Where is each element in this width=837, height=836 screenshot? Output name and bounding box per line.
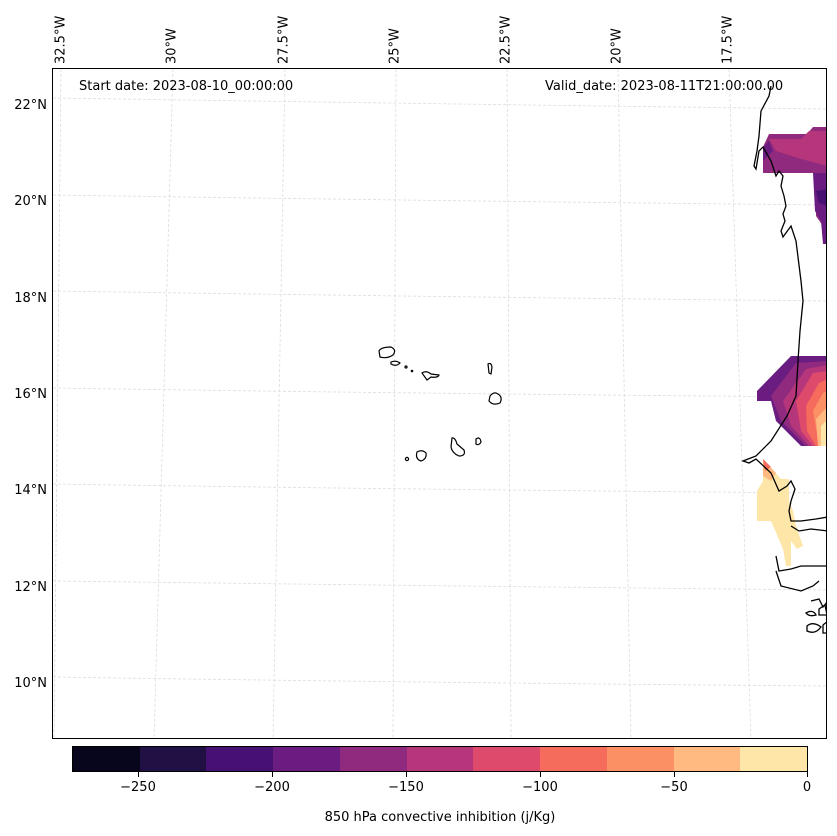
lat-label: 20°N [14,194,47,209]
gridline-lat [53,290,826,302]
lon-label: 20°W [609,28,625,64]
lat-label: 14°N [14,483,47,498]
lat-label: 22°N [14,98,47,113]
island-santo-antao [378,346,396,359]
colorbar-segment [473,747,541,771]
island-raso [410,369,414,373]
colorbar-segment [73,747,140,771]
colorbar-segment [740,747,808,771]
colorbar-tick-label: −150 [388,780,424,795]
gridline-lat [53,194,826,206]
lat-label: 16°N [14,387,47,402]
gridline-lon [506,69,512,738]
colorbar-tick-label: −200 [254,780,290,795]
gridline-lon [53,69,62,738]
island-santa-luzia [404,365,408,369]
colorbar-tick-label: −50 [660,780,688,795]
map-panel [52,68,827,739]
colorbar-segment [273,747,340,771]
lat-label: 18°N [14,291,47,306]
lon-label: 17.5°W [720,15,736,64]
cape-verde-islands [378,346,502,462]
start-date-label: Start date: 2023-08-10_00:00:00 [79,79,294,94]
colorbar-tick [138,772,139,777]
island-sao-vicente [390,360,401,366]
gridline-lon [617,69,632,738]
lon-label: 22.5°W [498,15,514,64]
colorbar-tick-label: −250 [120,780,156,795]
gridline-lon [272,69,286,738]
cin-patch-senegal [757,459,803,566]
colorbar-tick [272,772,273,777]
gridline-lat [53,387,826,398]
island-fogo [415,450,427,462]
lon-label: 25°W [387,28,403,64]
valid-date-label: Valid_date: 2023-08-11T21:00:00.00 [545,79,784,94]
lat-label: 12°N [14,580,47,595]
colorbar-tick [406,772,407,777]
coastline [741,85,826,634]
gridlines [53,69,826,738]
cin-patch-north [763,127,826,244]
gridline-lon [728,69,752,738]
lon-label: 27.5°W [276,15,292,64]
colorbar-title: 850 hPa convective inhibition (j/Kg) [324,810,556,825]
lat-label: 10°N [14,676,47,691]
colorbar-segment [206,747,274,771]
cin-patch-central [757,356,826,446]
lon-label: 30°W [164,28,180,64]
island-sal [487,362,493,375]
colorbar-tick [807,772,808,777]
island-maio [475,437,482,446]
colorbar-segment [673,747,741,771]
lon-label: 32.5°W [53,15,69,64]
colorbar-segment [406,747,474,771]
colorbar-tick-label: −100 [522,780,558,795]
island-sao-nicolau [421,371,440,381]
island-boa-vista [488,392,502,405]
colorbar-segment [139,747,207,771]
island-brava [404,456,410,462]
gridline-lat [53,676,826,687]
map-canvas [53,69,826,738]
colorbar-segment [540,747,607,771]
colorbar-tick-label: 0 [802,780,812,795]
colorbar-segment [606,747,674,771]
colorbar [72,746,808,772]
gridline-lon [153,69,174,738]
colorbar-segment [339,747,407,771]
colorbar-tick [674,772,675,777]
colorbar-tick [540,772,541,777]
gridline-lon [392,69,397,738]
island-santiago [450,437,466,457]
gridline-lat [53,97,826,110]
gridline-lat [53,483,826,494]
gridline-lat [53,580,826,591]
